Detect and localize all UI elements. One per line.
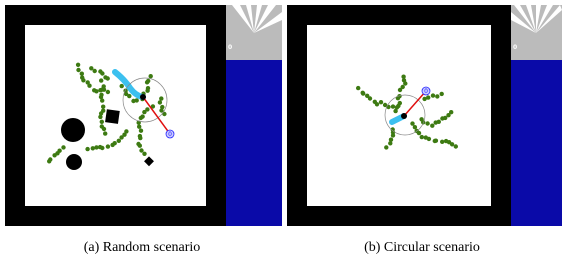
agent	[98, 115, 102, 119]
agent	[91, 146, 95, 150]
agent	[379, 100, 383, 104]
agent	[158, 100, 162, 104]
agent	[100, 120, 104, 124]
agent	[87, 84, 91, 88]
agent	[139, 116, 143, 120]
obstacle	[66, 154, 82, 170]
agent	[120, 84, 124, 88]
lidar-view	[226, 5, 282, 60]
agent	[435, 94, 439, 98]
agent	[47, 159, 51, 163]
agent	[119, 135, 123, 139]
agent	[430, 124, 434, 128]
agent	[142, 110, 146, 114]
obstacle	[61, 118, 85, 142]
agent	[106, 76, 110, 80]
agent	[427, 137, 431, 141]
agent	[417, 131, 421, 135]
agent	[93, 69, 97, 73]
agent	[391, 104, 395, 108]
goal-label: 0	[168, 131, 172, 138]
agent	[356, 86, 360, 90]
agent	[431, 93, 435, 97]
figure: 0 0 (a) Random scenario 0 0 (b) Circular…	[0, 0, 562, 264]
agent	[102, 127, 106, 131]
agent	[450, 142, 454, 146]
agent	[100, 71, 104, 75]
agent	[449, 110, 453, 114]
robot	[140, 94, 146, 100]
panel-b: 0 0 (b) Circular scenario	[287, 5, 562, 255]
agent	[106, 144, 110, 148]
agent	[388, 141, 392, 145]
agent	[85, 147, 89, 151]
agent	[425, 121, 429, 125]
agent	[420, 135, 424, 139]
agent	[117, 139, 121, 143]
agent	[101, 105, 105, 109]
agent	[100, 88, 104, 92]
agent	[403, 81, 407, 85]
agent	[127, 94, 131, 98]
agent	[94, 89, 98, 93]
agent	[139, 148, 143, 152]
agent	[159, 96, 163, 100]
agent	[61, 145, 65, 149]
caption: (b) Circular scenario	[364, 240, 480, 255]
agent	[94, 145, 98, 149]
agent	[138, 136, 142, 140]
agent	[81, 78, 85, 82]
agent	[395, 105, 399, 109]
agent	[391, 133, 395, 137]
agent	[149, 74, 153, 78]
agent	[106, 90, 110, 94]
agent	[437, 120, 441, 124]
agent	[142, 152, 146, 156]
agent	[76, 63, 80, 67]
agent	[99, 78, 103, 82]
agent	[137, 125, 141, 129]
agent	[410, 121, 414, 125]
agent	[434, 139, 438, 143]
agent	[139, 129, 143, 133]
panel-a: 0 0 (a) Random scenario	[5, 5, 282, 255]
panel-label: 0	[513, 44, 517, 51]
agent	[365, 94, 369, 98]
agent	[440, 92, 444, 96]
agent	[145, 89, 149, 93]
agent	[398, 88, 402, 92]
agent	[80, 72, 84, 76]
agent	[52, 153, 56, 157]
agent	[103, 131, 107, 135]
robot	[401, 113, 407, 119]
agent	[426, 95, 430, 99]
agent	[384, 145, 388, 149]
agent	[138, 144, 142, 148]
agent	[454, 144, 458, 148]
agent	[76, 68, 80, 72]
agent	[145, 80, 149, 84]
agent	[361, 91, 365, 95]
caption: (a) Random scenario	[84, 240, 201, 255]
obstacle	[105, 109, 120, 124]
agent	[135, 98, 139, 102]
agent	[440, 140, 444, 144]
panel-label: 0	[228, 44, 232, 51]
agent	[110, 143, 114, 147]
goal-label: 0	[424, 88, 428, 95]
agent	[100, 98, 104, 102]
agent	[373, 100, 377, 104]
